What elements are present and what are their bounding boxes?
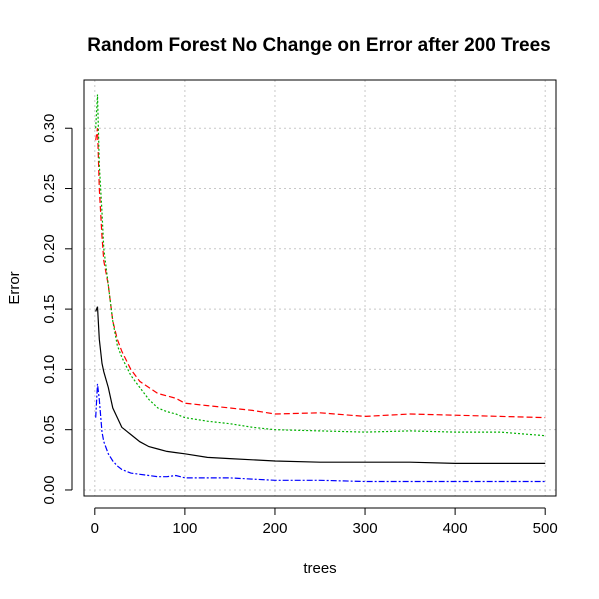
y-tick-label-5: 0.25 (41, 174, 58, 203)
y-tick-label-2: 0.10 (41, 355, 58, 384)
x-tick-label-1: 100 (172, 520, 197, 537)
series-line-2 (95, 94, 546, 437)
x-tick-label-5: 500 (533, 520, 558, 537)
x-tick-label-4: 400 (443, 520, 468, 537)
y-tick-label-1: 0.05 (41, 415, 58, 444)
y-tick-label-4: 0.20 (41, 234, 58, 263)
x-tick-label-0: 0 (91, 520, 99, 537)
y-tick-label-0: 0.00 (41, 475, 58, 504)
y-axis: 0.00 0.05 0.10 0.15 0.20 0.25 0.30 (41, 114, 73, 505)
x-tick-label-2: 200 (262, 520, 287, 537)
plot-frame (83, 79, 557, 497)
x-axis: 0 100 200 300 400 500 (91, 507, 558, 537)
x-tick-label-3: 300 (353, 520, 378, 537)
y-tick-label-6: 0.30 (41, 114, 58, 143)
chart-title: Random Forest No Change on Error after 2… (87, 35, 551, 56)
y-tick-label-3: 0.15 (41, 294, 58, 323)
series-line-1 (95, 128, 546, 419)
series-line-0 (95, 306, 546, 464)
grid-layer (84, 80, 556, 496)
x-axis-label: trees (303, 560, 336, 577)
series-layer (95, 94, 546, 483)
series-line-3 (95, 383, 546, 483)
y-axis-label: Error (6, 271, 23, 304)
